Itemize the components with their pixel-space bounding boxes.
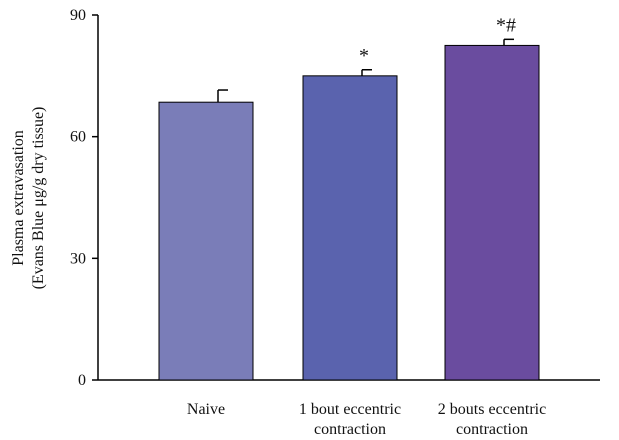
x-tick-label: 1 bout eccentric (299, 401, 401, 418)
significance-marker: * (359, 45, 369, 67)
x-tick-label: contraction (314, 421, 386, 438)
significance-marker: *# (496, 14, 516, 36)
y-tick-label: 30 (70, 250, 86, 267)
y-axis-label-line1: Plasma extravasation (10, 130, 27, 266)
x-tick-label: 2 bouts eccentric (438, 401, 546, 418)
y-tick-label: 0 (78, 372, 86, 389)
plot-area: 0 30 60 90 Naive * 1 bout eccentric contraction… (70, 7, 600, 438)
bar (302, 75, 398, 381)
y-axis-label: Plasma extravasation (Evans Blue μg/g dr… (10, 107, 47, 290)
bar (444, 44, 540, 381)
x-tick-label: Naive (187, 401, 225, 418)
y-axis-label-line2: (Evans Blue μg/g dry tissue) (30, 107, 47, 290)
y-tick-label: 60 (70, 129, 86, 146)
y-tick-label: 90 (70, 7, 86, 24)
bar (158, 101, 254, 381)
x-tick-label: contraction (456, 421, 528, 438)
